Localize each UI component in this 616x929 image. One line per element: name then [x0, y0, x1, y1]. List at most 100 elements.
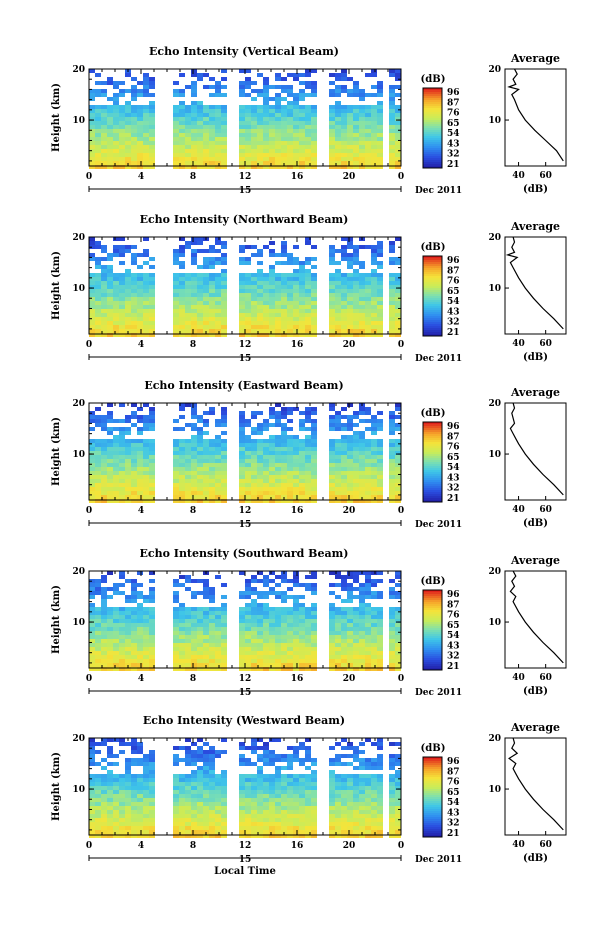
heatmap-cell — [371, 161, 377, 165]
heatmap-cell — [215, 309, 221, 313]
heatmap-cell — [215, 475, 221, 479]
heatmap-cell — [329, 822, 335, 826]
heatmap-cell — [113, 249, 119, 253]
heatmap-cell — [119, 647, 125, 651]
heatmap-cell — [395, 329, 401, 333]
heatmap-cell — [275, 253, 281, 257]
heatmap-cell — [353, 627, 359, 631]
heatmap-cell — [299, 595, 305, 599]
heatmap-cell — [245, 81, 251, 85]
heatmap-cell — [395, 415, 401, 419]
heatmap-cell — [215, 483, 221, 487]
heatmap-cell — [293, 754, 299, 758]
heatmap-cell — [371, 451, 377, 455]
heatmap-cell — [371, 261, 377, 265]
heatmap-cell — [263, 583, 269, 587]
colorbar-swatch — [423, 430, 442, 433]
heatmap-cell — [347, 165, 353, 169]
heatmap-cell — [137, 325, 143, 329]
heatmap-cell — [341, 499, 347, 503]
heatmap-cell — [137, 137, 143, 141]
heatmap-cell — [203, 790, 209, 794]
heatmap-cell — [131, 313, 137, 317]
heatmap-cell — [353, 826, 359, 830]
heatmap-cell — [245, 635, 251, 639]
heatmap-cell — [203, 770, 209, 774]
heatmap-cell — [275, 615, 281, 619]
heatmap-cell — [257, 129, 263, 133]
heatmap-cell — [371, 285, 377, 289]
heatmap-cell — [197, 145, 203, 149]
heatmap-cell — [197, 117, 203, 121]
heatmap-cell — [329, 325, 335, 329]
heatmap-cell — [89, 161, 95, 165]
heatmap-cell — [281, 643, 287, 647]
heatmap-cell — [269, 309, 275, 313]
heatmap-cell — [335, 85, 341, 89]
heatmap-cell — [371, 639, 377, 643]
heatmap-cell — [245, 69, 251, 73]
heatmap-cell — [353, 109, 359, 113]
heatmap-cell — [125, 443, 131, 447]
colorbar-swatch — [423, 332, 442, 335]
heatmap-cell — [179, 101, 185, 105]
heatmap-cell — [131, 423, 137, 427]
heatmap-cell — [353, 455, 359, 459]
colorbar-frame — [422, 87, 443, 169]
heatmap-cell — [275, 439, 281, 443]
heatmap-cell — [239, 109, 245, 113]
heatmap-cell — [371, 619, 377, 623]
heatmap-cell — [215, 651, 221, 655]
heatmap-cell — [197, 419, 203, 423]
heatmap-cell — [263, 659, 269, 663]
heatmap-cell — [389, 117, 395, 121]
heatmap-cell — [143, 121, 149, 125]
heatmap-cell — [341, 802, 347, 806]
heatmap-cell — [371, 487, 377, 491]
heatmap-cell — [269, 826, 275, 830]
heatmap-cell — [89, 313, 95, 317]
heatmap-cell — [293, 293, 299, 297]
heatmap-cell — [311, 467, 317, 471]
colorbar-swatch — [423, 262, 442, 265]
heatmap-cell — [353, 467, 359, 471]
heatmap-cell — [263, 499, 269, 503]
heatmap-cell — [107, 165, 113, 169]
heatmap-cell — [359, 615, 365, 619]
heatmap-cell — [305, 655, 311, 659]
heatmap-cell — [263, 762, 269, 766]
heatmap-cell — [197, 427, 203, 431]
heatmap-cell — [125, 245, 131, 249]
colorbar-swatch — [423, 160, 442, 163]
heatmap-cell — [287, 774, 293, 778]
heatmap-cell — [95, 483, 101, 487]
heatmap-cell — [251, 149, 257, 153]
heatmap-cell — [125, 105, 131, 109]
heatmap-cell — [185, 663, 191, 667]
heatmap-cell — [107, 455, 113, 459]
heatmap-cell — [221, 447, 227, 451]
heatmap-cell — [173, 623, 179, 627]
heatmap-cell — [131, 479, 137, 483]
heatmap-cell — [137, 265, 143, 269]
heatmap-cell — [221, 822, 227, 826]
heatmap-cell — [137, 742, 143, 746]
colorbar-swatch — [423, 662, 442, 665]
heatmap-cell — [275, 109, 281, 113]
heatmap-cell — [257, 313, 263, 317]
heatmap-cell — [239, 463, 245, 467]
heatmap-cell — [191, 591, 197, 595]
colorbar-frame — [422, 421, 443, 503]
heatmap-cell — [149, 145, 155, 149]
heatmap-cell — [173, 762, 179, 766]
heatmap-cell — [257, 269, 263, 273]
heatmap-cell — [89, 281, 95, 285]
heatmap-cell — [299, 133, 305, 137]
colorbar-tick-label: 32 — [447, 484, 460, 494]
heatmap-cell — [347, 595, 353, 599]
heatmap-cell — [293, 651, 299, 655]
heatmap-cell — [119, 834, 125, 838]
heatmap-cell — [107, 499, 113, 503]
heatmap-cell — [269, 782, 275, 786]
heatmap-cell — [263, 113, 269, 117]
